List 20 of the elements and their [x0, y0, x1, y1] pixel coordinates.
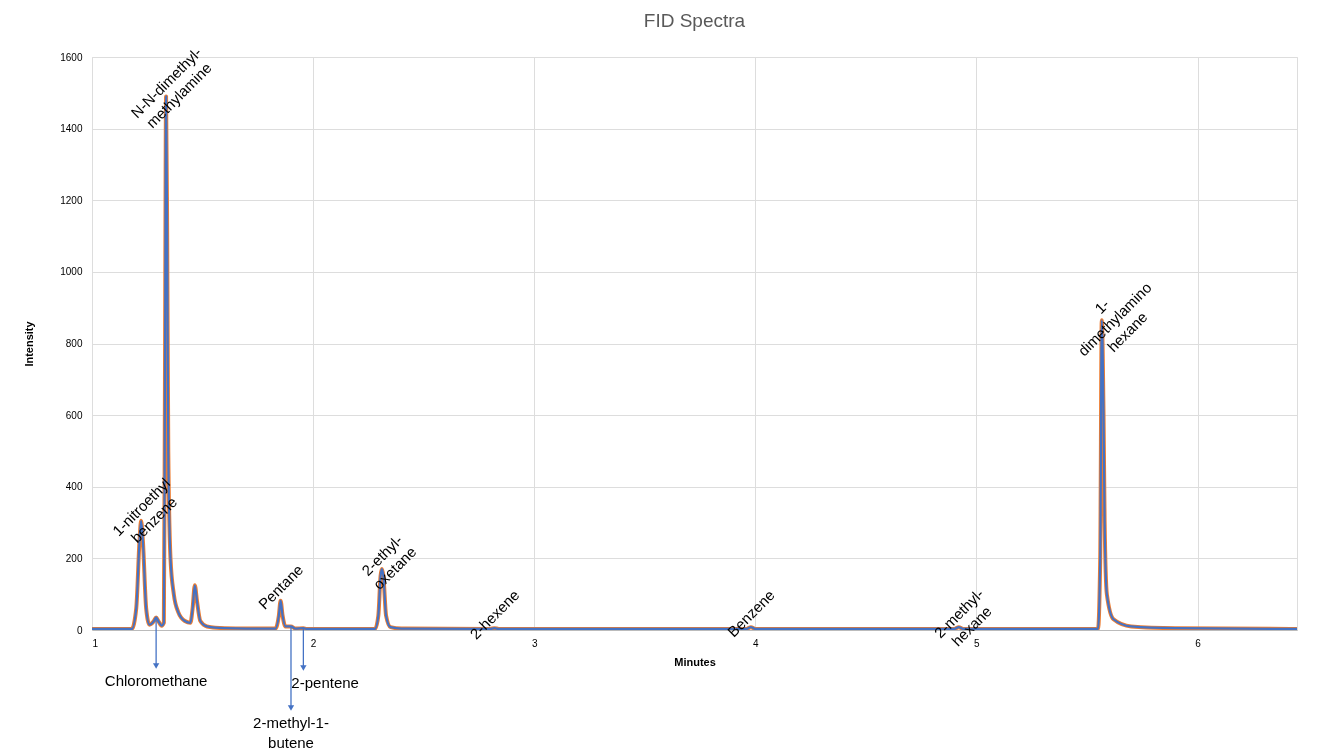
annotation: Chloromethane — [104, 672, 208, 689]
y-tick-label: 400 — [65, 481, 83, 493]
y-tick-label: 1000 — [60, 266, 83, 278]
y-tick-label: 1200 — [60, 194, 83, 206]
y-tick-label: 200 — [65, 552, 83, 564]
y-tick-label: 0 — [76, 624, 83, 636]
chart-title: FID Spectra — [643, 10, 746, 32]
x-tick-label: 1 — [92, 637, 99, 649]
y-tick-label: 1600 — [60, 51, 83, 63]
annotation: 2-pentene — [291, 674, 359, 691]
annotation: 2-methyl-1- butene — [253, 714, 329, 751]
y-tick-label: 600 — [65, 409, 83, 421]
x-axis-title: Minutes — [674, 655, 716, 668]
x-tick-label: 4 — [753, 637, 760, 649]
y-tick-label: 800 — [65, 338, 83, 349]
y-axis-title: Intensity — [23, 320, 36, 367]
x-tick-label: 2 — [310, 637, 317, 649]
y-tick-label: 1400 — [60, 123, 83, 135]
x-tick-label: 6 — [1195, 637, 1202, 649]
x-tick-label: 3 — [531, 637, 538, 649]
